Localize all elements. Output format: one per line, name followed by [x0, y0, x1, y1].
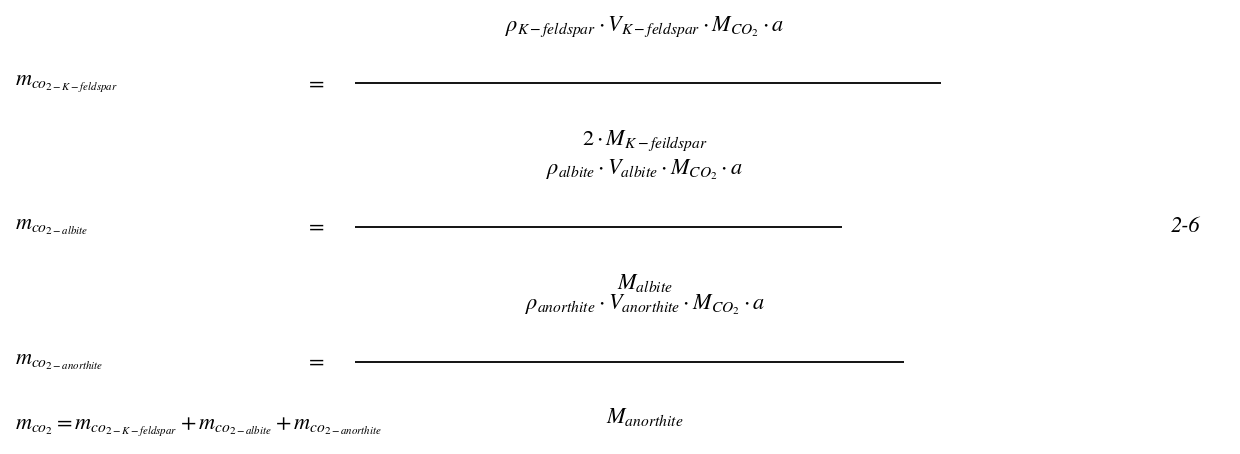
Text: 2-6: 2-6	[1171, 217, 1200, 237]
Text: $2 \cdot M_{K-feildspar}$: $2 \cdot M_{K-feildspar}$	[582, 128, 708, 153]
Text: $=$: $=$	[305, 74, 325, 94]
Text: $=$: $=$	[305, 352, 325, 371]
Text: $m_{co_{2-K-feldspar}}$: $m_{co_{2-K-feldspar}}$	[15, 73, 118, 94]
Text: $\rho_{K-feldspar} \cdot V_{K-feldspar} \cdot M_{CO_2} \cdot a$: $\rho_{K-feldspar} \cdot V_{K-feldspar} …	[505, 14, 785, 39]
Text: $m_{co_{2-albite}}$: $m_{co_{2-albite}}$	[15, 217, 88, 237]
Text: $\rho_{anorthite} \cdot V_{anorthite} \cdot M_{CO_2} \cdot a$: $\rho_{anorthite} \cdot V_{anorthite} \c…	[525, 292, 765, 317]
Text: $\rho_{albite} \cdot V_{albite} \cdot M_{CO_2} \cdot a$: $\rho_{albite} \cdot V_{albite} \cdot M_…	[546, 158, 743, 182]
Text: $m_{co_2} = m_{co_{2-K-feldspar}} + m_{co_{2-albite}} + m_{co_{2-anorthite}}$: $m_{co_2} = m_{co_{2-K-feldspar}} + m_{c…	[15, 415, 382, 438]
Text: $=$: $=$	[305, 217, 325, 237]
Text: $m_{co_{2-anorthite}}$: $m_{co_{2-anorthite}}$	[15, 351, 104, 372]
Text: $M_{anorthite}$: $M_{anorthite}$	[606, 406, 683, 429]
Text: $M_{albite}$: $M_{albite}$	[616, 272, 672, 294]
